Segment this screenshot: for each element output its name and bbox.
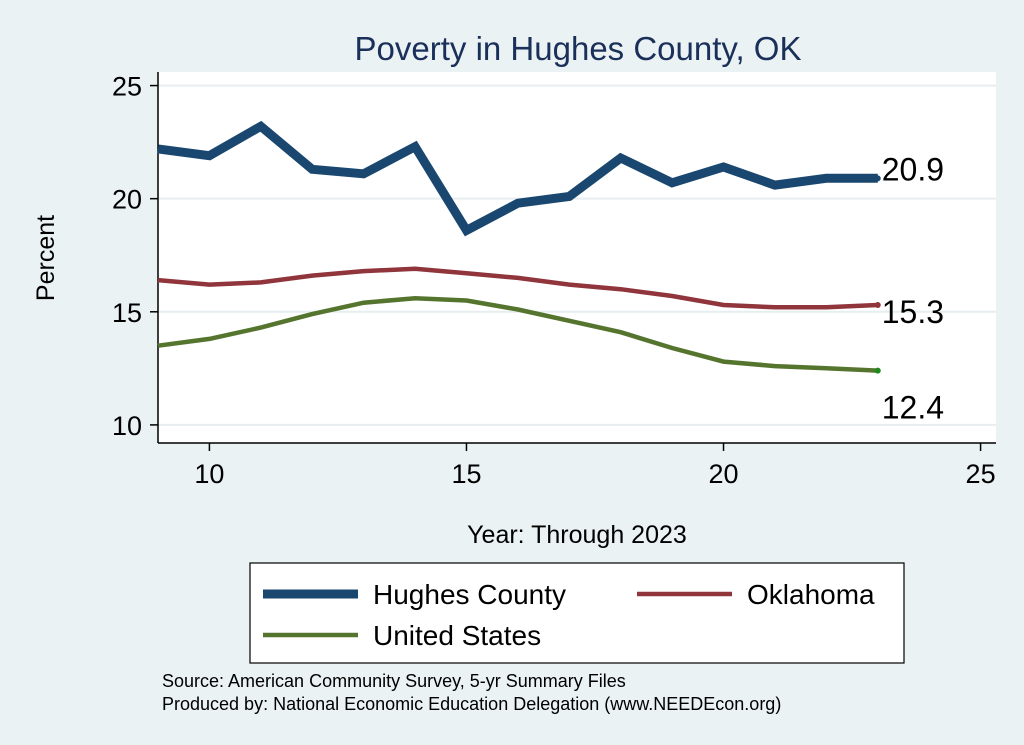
chart-title: Poverty in Hughes County, OK <box>355 30 802 67</box>
end-labels: 20.9 15.3 12.4 <box>882 151 944 425</box>
produced-by-note: Produced by: National Economic Education… <box>162 694 781 714</box>
end-value-label-2: 12.4 <box>882 390 944 426</box>
legend: Hughes County Oklahoma United States <box>249 562 905 664</box>
source-note: Source: American Community Survey, 5-yr … <box>162 671 626 691</box>
y-tick-label: 15 <box>112 298 142 328</box>
end-value-label-0: 20.9 <box>882 151 944 187</box>
series-line-0 <box>157 120 878 237</box>
legend-items: Hughes County Oklahoma United States <box>263 579 875 651</box>
legend-label-0: Hughes County <box>373 579 566 610</box>
end-value-label-1: 15.3 <box>882 294 944 330</box>
legend-label-2: United States <box>373 620 541 651</box>
series-line-1 <box>157 266 878 310</box>
x-axis-ticks: 10 15 20 25 <box>194 443 996 489</box>
grid-layer <box>158 84 996 426</box>
y-tick-label: 25 <box>112 72 142 102</box>
y-tick-label: 20 <box>112 185 142 215</box>
series-end-point-1 <box>874 302 881 309</box>
series-layer <box>157 120 881 374</box>
legend-label-1: Oklahoma <box>747 579 875 610</box>
x-tick-label: 20 <box>708 459 738 489</box>
series-line-2 <box>157 295 878 373</box>
y-axis-ticks: 10 15 20 25 <box>112 72 158 441</box>
y-tick-label: 10 <box>112 411 142 441</box>
x-axis-title: Year: Through 2023 <box>467 521 687 549</box>
x-tick-label: 10 <box>194 459 224 489</box>
series-end-point-0 <box>874 175 881 182</box>
x-tick-label: 25 <box>966 459 996 489</box>
x-tick-label: 15 <box>451 459 481 489</box>
plot-area <box>158 72 996 443</box>
y-axis-title: Percent <box>32 215 60 301</box>
legend-box <box>249 562 905 664</box>
series-end-point-2 <box>874 367 881 374</box>
